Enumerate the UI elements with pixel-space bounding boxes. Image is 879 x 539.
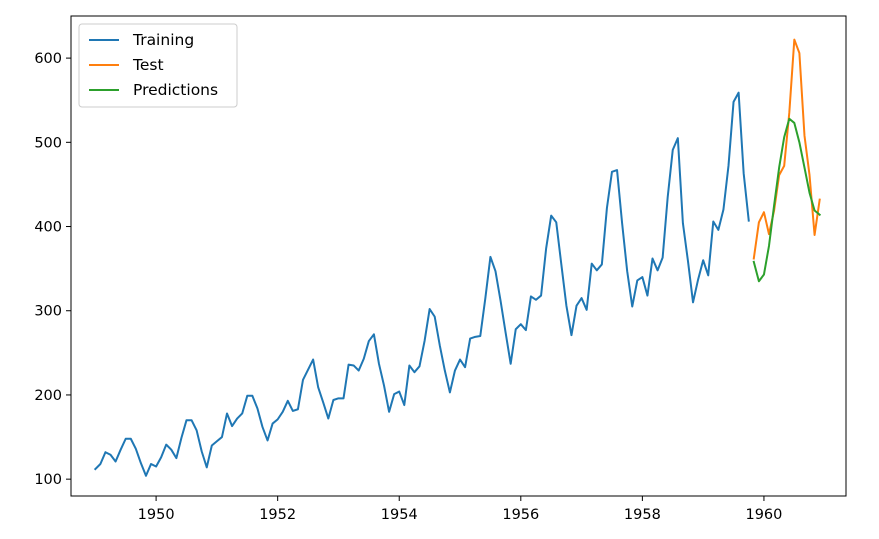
series-line-predictions <box>752 117 822 283</box>
plot-frame <box>70 15 847 497</box>
y-tick-label: 200 <box>34 388 62 404</box>
x-tick-label: 1956 <box>502 507 539 523</box>
legend-label-test: Test <box>132 56 164 74</box>
y-tick-label: 600 <box>34 51 62 67</box>
y-tick-label: 300 <box>34 304 62 320</box>
series-line-test <box>752 38 821 260</box>
x-tick-label: 1952 <box>259 507 296 523</box>
y-tick-label: 500 <box>34 135 62 151</box>
legend-label-training: Training <box>132 31 194 49</box>
legend: Training Test Predictions <box>78 23 238 108</box>
axes-layer: 1950 1952 1954 1956 1958 1960 100 200 300 400 500 6… <box>34 51 782 523</box>
x-tick-label: 1958 <box>624 507 661 523</box>
series-layer <box>93 38 822 477</box>
y-tick-label: 100 <box>34 472 62 488</box>
series-line-training <box>93 91 750 477</box>
x-tick-label: 1950 <box>138 507 175 523</box>
legend-box <box>78 23 238 108</box>
x-tick-label: 1960 <box>745 507 782 523</box>
legend-label-predictions: Predictions <box>133 81 218 99</box>
x-tick-label: 1954 <box>381 507 418 523</box>
y-tick-label: 400 <box>34 220 62 236</box>
